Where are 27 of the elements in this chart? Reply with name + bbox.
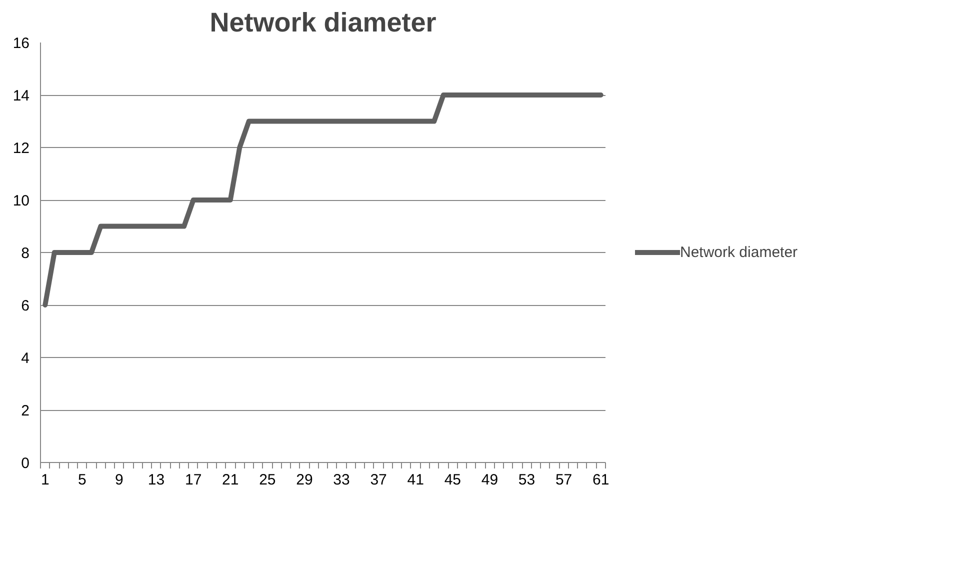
- x-tick-label: 5: [78, 472, 86, 488]
- x-tick-label: 29: [296, 472, 313, 488]
- x-tick-label: 1: [40, 472, 50, 488]
- y-tick-label: 6: [21, 298, 30, 314]
- y-tick-label: 10: [12, 192, 30, 210]
- y-tick-label: 8: [21, 245, 30, 262]
- chart-title: Network diameter: [210, 8, 437, 38]
- x-tick-label: 13: [148, 472, 165, 488]
- y-tick-label: 4: [21, 350, 30, 367]
- y-tick-label: 2: [21, 402, 30, 420]
- legend-label: Network diameter: [680, 244, 798, 260]
- x-tick-label: 37: [370, 472, 387, 488]
- x-tick-label: 33: [333, 472, 350, 488]
- y-tick-label: 12: [12, 140, 30, 157]
- x-tick-label: 45: [444, 472, 462, 488]
- x-tick-label: 9: [115, 472, 124, 488]
- x-tick-label: 49: [481, 472, 498, 488]
- x-tick-label: 17: [184, 472, 202, 488]
- y-tick-label: 16: [12, 35, 30, 52]
- x-tick-label: 53: [518, 472, 536, 488]
- x-tick-label: 57: [555, 472, 572, 488]
- x-tick-label: 41: [407, 472, 424, 488]
- x-tick-label: 21: [222, 472, 239, 488]
- x-tick-label: 61: [592, 472, 610, 488]
- y-tick-label: 14: [12, 88, 30, 104]
- y-tick-label: 0: [21, 455, 30, 472]
- x-tick-label: 25: [259, 472, 276, 488]
